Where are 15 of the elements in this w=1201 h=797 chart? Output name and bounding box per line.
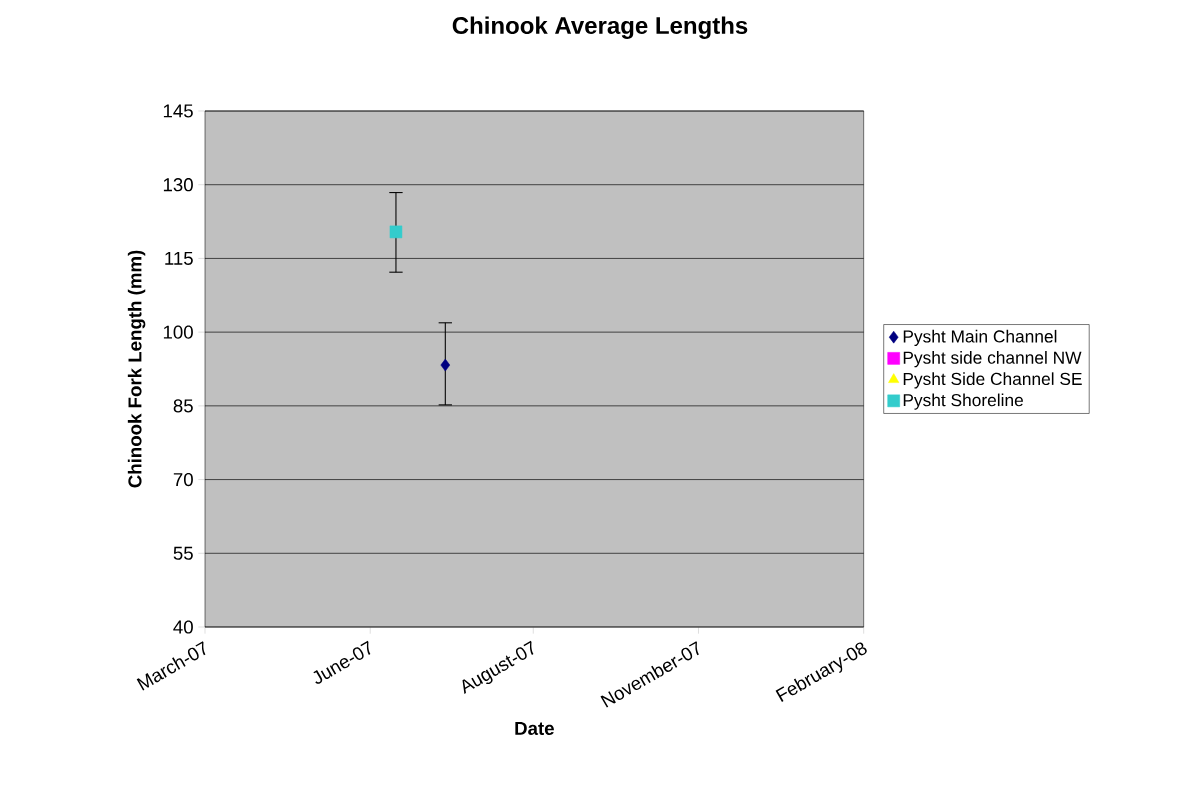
legend-label: Pysht side channel NW — [903, 351, 1082, 368]
legend-label: Pysht Shoreline — [903, 393, 1023, 410]
y-tick-label: 55 — [173, 546, 193, 560]
y-tick-label: 40 — [173, 620, 193, 634]
y-tick-label: 70 — [173, 472, 193, 487]
y-tick-label: 145 — [163, 104, 193, 118]
y-axis-title: Chinook Fork Length (mm) — [127, 250, 146, 488]
y-tick-label: 100 — [163, 325, 193, 339]
legend-label: Pysht Side Channel SE — [903, 372, 1082, 389]
x-axis-title: Date — [515, 721, 554, 735]
chart-title: Chinook Average Lengths — [452, 16, 748, 39]
y-tick-label: 85 — [173, 399, 193, 413]
legend-label: Pysht Main Channel — [903, 329, 1057, 347]
y-tick-label: 115 — [165, 251, 193, 265]
y-tick-label: 130 — [163, 178, 193, 192]
